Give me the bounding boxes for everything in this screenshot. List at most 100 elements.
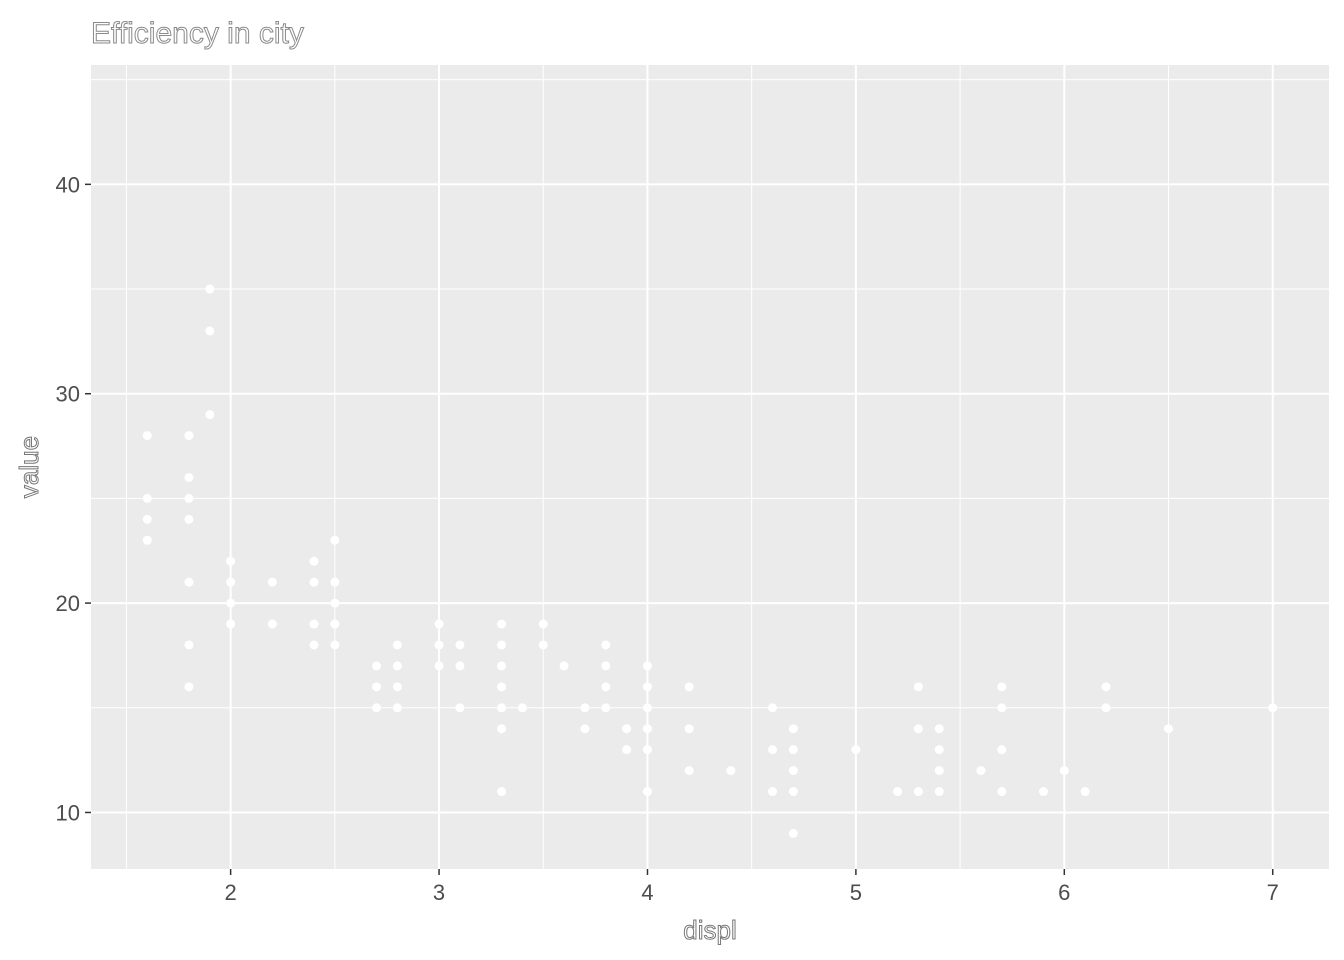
data-point [184, 514, 194, 524]
data-point [205, 410, 215, 420]
data-point [184, 431, 194, 441]
y-tick-label: 10 [56, 800, 80, 825]
data-point [226, 556, 236, 566]
data-point [497, 619, 507, 629]
data-point [184, 472, 194, 482]
data-point [184, 577, 194, 587]
chart-title: Efficiency in city [91, 17, 304, 50]
data-point [372, 682, 382, 692]
data-point [726, 766, 736, 776]
x-tick-label: 6 [1058, 880, 1070, 905]
data-point [309, 577, 319, 587]
x-tick-label: 7 [1267, 880, 1279, 905]
data-point [497, 724, 507, 734]
x-axis-title: displ [683, 915, 736, 945]
data-point [788, 766, 798, 776]
minor-gridlines [91, 65, 1329, 869]
data-point [142, 431, 152, 441]
data-point [642, 703, 652, 713]
data-point [997, 787, 1007, 797]
data-point [601, 682, 611, 692]
data-point [330, 598, 340, 608]
data-point [497, 787, 507, 797]
data-point [226, 619, 236, 629]
data-point [517, 703, 527, 713]
data-point [601, 640, 611, 650]
data-point [997, 682, 1007, 692]
major-gridlines [91, 65, 1329, 869]
data-point [851, 745, 861, 755]
data-point [642, 787, 652, 797]
data-point [497, 661, 507, 671]
data-point [788, 828, 798, 838]
plot-panel [91, 65, 1329, 869]
data-point [893, 787, 903, 797]
y-axis: 10 20 30 40 [56, 172, 91, 825]
data-point [934, 724, 944, 734]
data-point [622, 745, 632, 755]
data-point [330, 619, 340, 629]
data-point [330, 535, 340, 545]
x-axis: 2 3 4 5 6 7 [225, 869, 1279, 905]
data-point [538, 640, 548, 650]
data-point [309, 556, 319, 566]
data-point [622, 724, 632, 734]
data-point [455, 661, 465, 671]
data-point [497, 682, 507, 692]
data-point [684, 766, 694, 776]
data-point [497, 640, 507, 650]
data-point [392, 661, 402, 671]
data-point [642, 682, 652, 692]
data-point [913, 787, 923, 797]
data-point [1080, 787, 1090, 797]
data-point [142, 514, 152, 524]
data-point [205, 326, 215, 336]
x-tick-label: 3 [433, 880, 445, 905]
data-point [455, 703, 465, 713]
data-point [142, 493, 152, 503]
data-points [142, 284, 1278, 838]
data-point [580, 703, 590, 713]
data-point [205, 284, 215, 294]
data-point [538, 619, 548, 629]
data-point [997, 703, 1007, 713]
data-point [309, 619, 319, 629]
data-point [934, 766, 944, 776]
data-point [642, 724, 652, 734]
data-point [184, 682, 194, 692]
data-point [497, 703, 507, 713]
data-point [1101, 703, 1111, 713]
data-point [768, 787, 778, 797]
data-point [788, 787, 798, 797]
data-point [580, 724, 590, 734]
data-point [684, 724, 694, 734]
data-point [1038, 787, 1048, 797]
data-point [1164, 724, 1174, 734]
data-point [642, 745, 652, 755]
y-tick-label: 40 [56, 172, 80, 197]
data-point [184, 640, 194, 650]
data-point [226, 598, 236, 608]
x-tick-label: 4 [641, 880, 653, 905]
data-point [559, 661, 569, 671]
data-point [372, 703, 382, 713]
data-point [1268, 703, 1278, 713]
data-point [434, 619, 444, 629]
data-point [788, 724, 798, 734]
y-axis-title: value [14, 436, 44, 498]
data-point [642, 661, 652, 671]
data-point [309, 640, 319, 650]
data-point [934, 745, 944, 755]
data-point [976, 766, 986, 776]
data-point [226, 577, 236, 587]
data-point [788, 745, 798, 755]
data-point [913, 724, 923, 734]
data-point [1059, 766, 1069, 776]
data-point [392, 640, 402, 650]
data-point [330, 640, 340, 650]
data-point [601, 703, 611, 713]
y-tick-label: 30 [56, 382, 80, 407]
data-point [934, 787, 944, 797]
data-point [392, 682, 402, 692]
